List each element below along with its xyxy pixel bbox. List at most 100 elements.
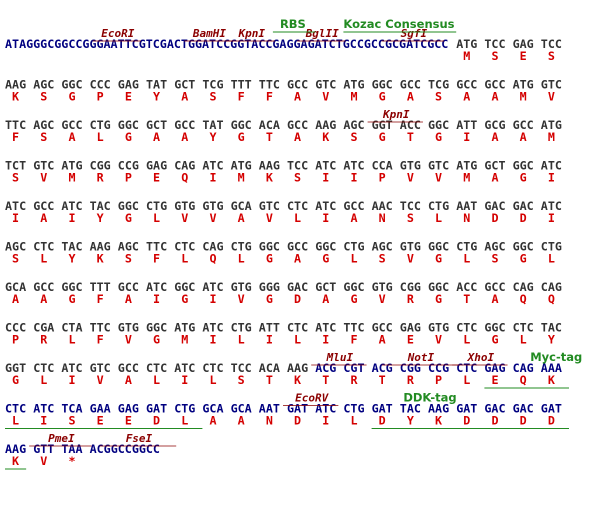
codon: AAT: [456, 199, 477, 213]
codon: GCT: [484, 159, 505, 173]
codon: GAC: [287, 280, 308, 294]
amino-acid: L: [463, 373, 470, 387]
amino-acid: A: [350, 211, 357, 225]
amino-acid: S: [350, 130, 357, 144]
amino-acid: V: [40, 454, 47, 468]
codon: GTG: [231, 280, 252, 294]
codon: GTG: [400, 240, 421, 254]
amino-acid: F: [350, 333, 357, 347]
codon: GGC: [118, 118, 139, 132]
codon: GAC: [484, 199, 505, 213]
codon: TAC: [90, 199, 111, 213]
amino-acid: E: [153, 171, 160, 185]
amino-acid: N: [463, 211, 470, 225]
amino-acid: V: [435, 333, 442, 347]
codon: TTT: [90, 280, 111, 294]
amino-acid: G: [520, 171, 527, 185]
codon: TAC: [61, 240, 82, 254]
amino-acid: I: [12, 211, 19, 225]
amino-acid: S: [125, 252, 132, 266]
codon: GCA: [202, 402, 223, 416]
amino-acid: I: [68, 211, 75, 225]
amino-acid: I: [548, 211, 555, 225]
codon: CTC: [202, 361, 223, 375]
codon: GGC: [315, 240, 336, 254]
amino-acid: L: [463, 252, 470, 266]
amino-acid: G: [491, 333, 498, 347]
amino-acid: K: [322, 130, 329, 144]
amino-acid: S: [407, 211, 414, 225]
amino-acid: A: [125, 292, 132, 306]
codon: GCC: [118, 280, 139, 294]
amino-acid: M: [548, 130, 555, 144]
codon: ATC: [541, 159, 562, 173]
amino-acid: K: [12, 454, 19, 468]
site-label: PmeI: [48, 432, 75, 445]
codon: AGC: [372, 240, 393, 254]
codon: AAC: [372, 199, 393, 213]
codon: CTC: [33, 361, 54, 375]
codon: TAA: [61, 442, 82, 456]
codon: GGC: [428, 118, 449, 132]
codon: ATT: [259, 321, 280, 335]
codon: TCC: [541, 37, 562, 51]
codon: GGC: [513, 240, 534, 254]
amino-acid: E: [407, 333, 414, 347]
amino-acid: V: [40, 171, 47, 185]
codon: ATC: [202, 159, 223, 173]
codon: CTC: [456, 361, 477, 375]
amino-acid: G: [379, 90, 386, 104]
codon: GCT: [146, 118, 167, 132]
amino-acid: F: [266, 90, 273, 104]
site-label: BamHI: [192, 27, 226, 40]
codon: TCC: [400, 199, 421, 213]
codon: TCC: [287, 159, 308, 173]
amino-acid: I: [322, 414, 329, 428]
codon: GCC: [61, 118, 82, 132]
codon: CTG: [231, 321, 252, 335]
amino-acid: E: [520, 49, 527, 63]
amino-acid: A: [125, 373, 132, 387]
amino-acid: V: [379, 292, 386, 306]
codon: CCC: [5, 321, 26, 335]
amino-acid: A: [322, 292, 329, 306]
amino-acid: A: [379, 333, 386, 347]
codon: TCT: [5, 159, 26, 173]
codon: CTC: [33, 240, 54, 254]
codon: ATC: [541, 199, 562, 213]
codon: ACG: [315, 361, 336, 375]
amino-acid: G: [435, 292, 442, 306]
amino-acid: A: [491, 292, 498, 306]
codon: GAT: [287, 402, 308, 416]
codon: GTG: [372, 280, 393, 294]
codon: GAG: [484, 361, 505, 375]
amino-acid: R: [407, 373, 415, 387]
amino-acid: L: [153, 373, 160, 387]
amino-acid: A: [12, 292, 19, 306]
codon: GAG: [118, 78, 139, 92]
codon: GAT: [146, 402, 167, 416]
codon: ATC: [202, 280, 223, 294]
codon: AAG: [428, 402, 449, 416]
codon: CCA: [372, 159, 393, 173]
amino-acid: S: [40, 90, 47, 104]
codon: GGT: [372, 118, 393, 132]
codon: GCA: [231, 402, 252, 416]
sequence-prefix: ATAGGGCGGCCGGGAATTCGTCGACTGGATCCGGTACCGA…: [5, 37, 448, 51]
amino-acid: K: [548, 373, 555, 387]
amino-acid: L: [97, 130, 104, 144]
amino-acid: G: [181, 292, 188, 306]
amino-acid: D: [153, 414, 160, 428]
codon: ACC: [400, 118, 421, 132]
amino-acid: T: [463, 292, 470, 306]
sequence-suffix: ACGGCCGGCC: [90, 442, 160, 456]
amino-acid: Y: [548, 333, 555, 347]
site-label: FseI: [126, 432, 153, 445]
codon: AGC: [33, 118, 54, 132]
codon: CCC: [90, 78, 111, 92]
amino-acid: S: [491, 252, 498, 266]
codon: GCC: [174, 118, 195, 132]
amino-acid: T: [266, 373, 273, 387]
amino-acid: D: [379, 414, 386, 428]
amino-acid: Q: [548, 292, 555, 306]
